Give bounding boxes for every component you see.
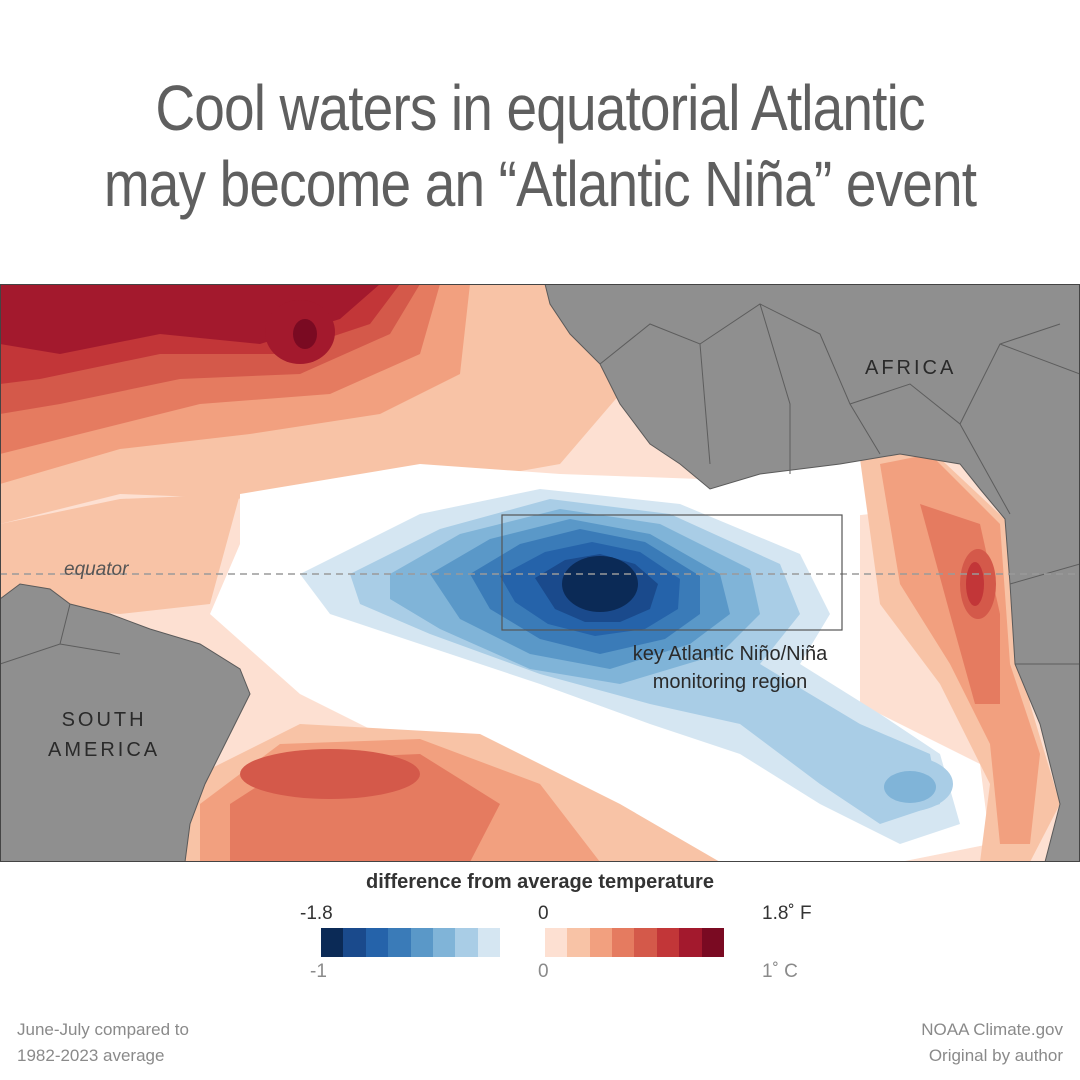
legend-swatch — [701, 928, 725, 957]
legend-c-mid: 0 — [538, 961, 549, 982]
legend-swatch — [634, 928, 657, 957]
legend-swatch — [544, 928, 568, 957]
south-america-label: SOUTH AMERICA — [48, 705, 160, 765]
credit-note: NOAA Climate.gov Original by author — [921, 1017, 1063, 1069]
legend-swatch — [612, 928, 635, 957]
monitoring-region-label: key Atlantic Niño/Niña monitoring region — [600, 640, 860, 696]
credit-note-line-2: Original by author — [928, 1046, 1063, 1065]
south-america-borders — [0, 603, 121, 665]
warm-east-core — [966, 562, 984, 606]
africa-land — [544, 284, 1080, 862]
color-scale — [321, 928, 725, 957]
legend-c-min: -1 — [310, 961, 327, 982]
legend-title: difference from average temperature — [366, 871, 714, 893]
south-america-label-line-2: AMERICA — [48, 739, 161, 761]
legend-swatch — [365, 928, 389, 957]
warm-sw-core — [240, 749, 420, 799]
south-america-label-line-1: SOUTH — [61, 709, 147, 731]
legend-swatch — [455, 928, 478, 957]
legend-swatch — [432, 928, 456, 957]
legend-c-max: 1˚ C — [762, 961, 798, 982]
legend-swatch — [656, 928, 680, 957]
legend-swatch — [410, 928, 433, 957]
period-note-line-1: June-July compared to — [17, 1020, 189, 1039]
south-america-land — [0, 583, 251, 862]
monitoring-region-label-line-1: key Atlantic Niño/Niña — [632, 643, 828, 665]
legend-swatch — [567, 928, 590, 957]
title-line-2: may become an “Atlantic Niña” event — [103, 148, 977, 220]
africa-label: AFRICA — [865, 357, 957, 379]
page-title: Cool waters in equatorial Atlantic may b… — [76, 70, 1005, 222]
legend-swatch — [343, 928, 366, 957]
map-canvas — [0, 284, 1080, 862]
legend-f-max: 1.8˚ F — [762, 903, 812, 924]
legend-f-min: -1.8 — [300, 903, 333, 924]
legend-swatch — [522, 928, 545, 957]
cool-core — [562, 556, 638, 612]
legend-swatch — [589, 928, 613, 957]
warm-peak-nw — [293, 319, 317, 349]
credit-note-line-1: NOAA Climate.gov — [921, 1020, 1063, 1039]
legend-swatch — [388, 928, 411, 957]
legend-swatch — [500, 928, 523, 957]
warm-west — [0, 494, 240, 614]
period-note: June-July compared to 1982-2023 average — [17, 1017, 189, 1069]
cool-patch-se-inner — [884, 771, 936, 803]
legend-swatch — [477, 928, 501, 957]
period-note-line-2: 1982-2023 average — [17, 1046, 165, 1065]
warm-band-nw-6 — [0, 284, 380, 354]
anomaly-map — [0, 284, 1080, 862]
equator-label: equator — [64, 559, 129, 580]
title-line-1: Cool waters in equatorial Atlantic — [155, 72, 925, 144]
legend-f-mid: 0 — [538, 903, 549, 924]
legend-swatch — [321, 928, 344, 957]
legend-swatch — [679, 928, 702, 957]
monitoring-region-box — [501, 514, 843, 631]
monitoring-region-label-line-2: monitoring region — [652, 671, 808, 693]
